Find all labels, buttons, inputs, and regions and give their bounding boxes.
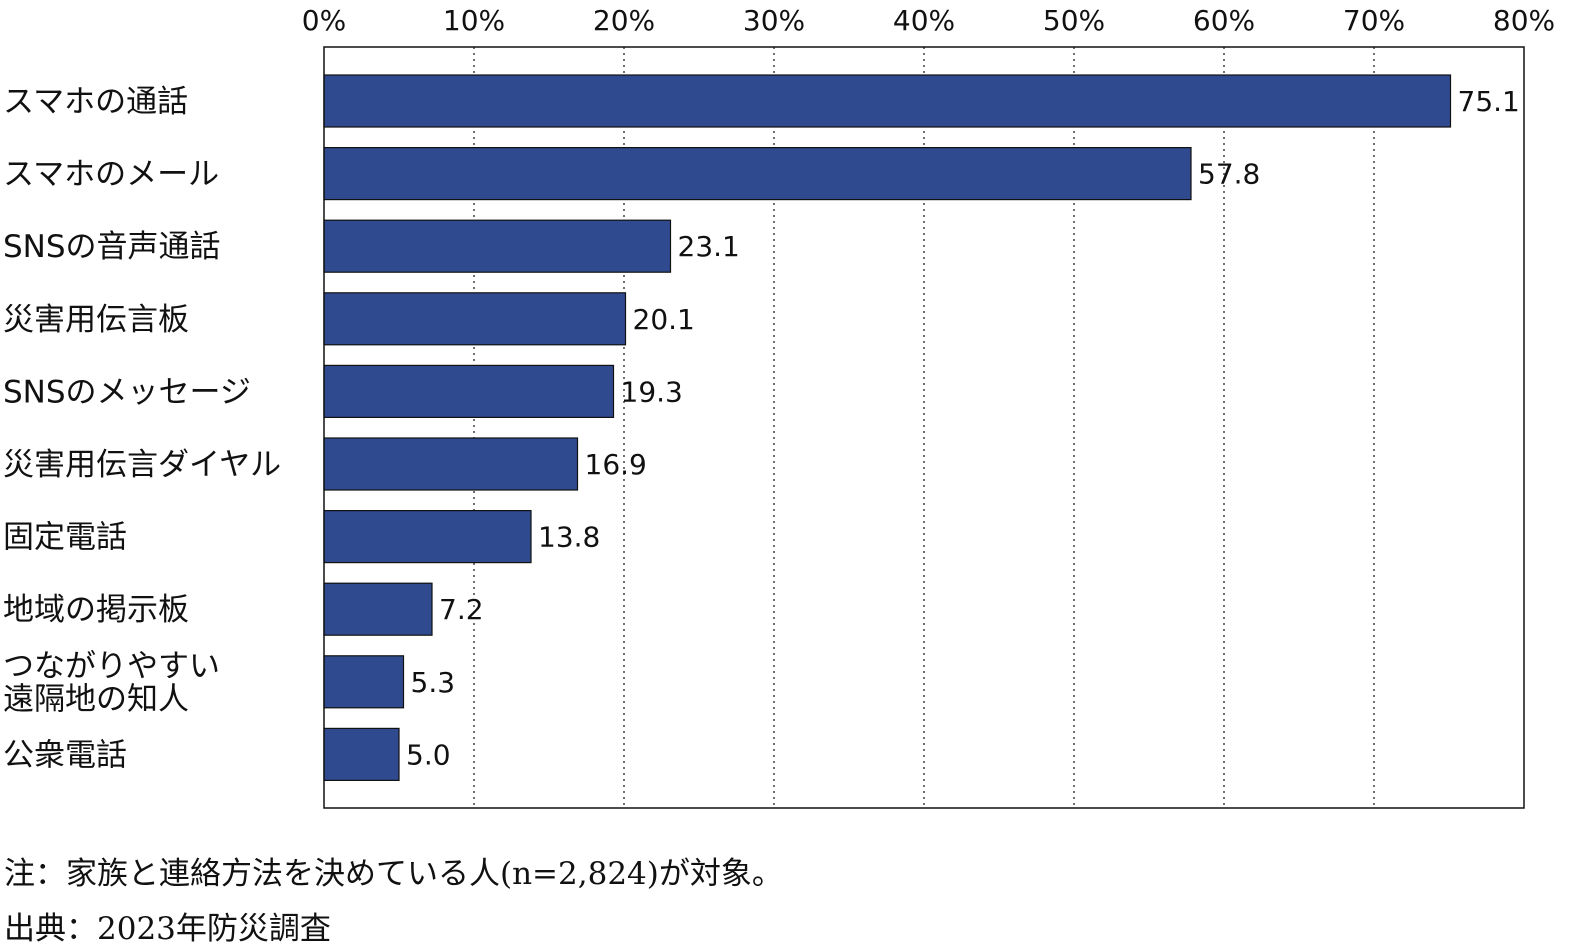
bar	[323, 147, 1192, 201]
value-label: 20.1	[633, 303, 695, 336]
value-label: 5.3	[411, 666, 456, 699]
x-tick-label: 30%	[743, 4, 805, 37]
bar	[323, 364, 615, 418]
x-tick-label: 50%	[1043, 4, 1105, 37]
category-label: 固定電話	[3, 520, 127, 556]
value-label: 7.2	[439, 593, 484, 626]
category-label: SNSの音声通話	[3, 229, 221, 265]
bar	[323, 437, 579, 491]
bar	[323, 292, 627, 346]
category-label: スマホのメール	[3, 157, 219, 193]
value-label: 5.0	[406, 738, 451, 771]
source-note: 出典：2023年防災調査	[4, 911, 331, 947]
bar	[323, 655, 405, 709]
x-tick-label: 40%	[893, 4, 955, 37]
value-labels: 75.1 57.8 23.1 20.1 19.3 16.9 13.8 7.2 5.3 5.0	[406, 85, 1520, 771]
value-label: 57.8	[1198, 158, 1260, 191]
category-label: 災害用伝言ダイヤル	[3, 447, 281, 483]
bar	[323, 74, 1452, 128]
x-tick-label: 60%	[1193, 4, 1255, 37]
x-tick-label: 20%	[593, 4, 655, 37]
category-label: 公衆電話	[3, 737, 127, 773]
x-tick-label: 0%	[302, 4, 346, 37]
category-label: 地域の掲示板	[3, 592, 189, 628]
bars	[323, 74, 1452, 782]
value-label: 13.8	[538, 521, 600, 554]
x-tick-label: 80%	[1493, 4, 1555, 37]
bar	[323, 727, 400, 782]
bar-chart: 0% 10% 20% 30% 40% 50% 60% 70% 80% スマホの通話スマホのメール…	[3, 4, 1555, 809]
bar	[323, 582, 433, 636]
plot-frame	[323, 46, 1525, 809]
x-tick-label: 10%	[443, 4, 505, 37]
category-label: つながりやすい遠隔地の知人	[3, 648, 220, 717]
footnote: 注：家族と連絡方法を決めている人(n=2,824)が対象。	[4, 856, 783, 892]
bar	[323, 510, 532, 564]
x-axis-ticks: 0% 10% 20% 30% 40% 50% 60% 70% 80%	[302, 4, 1555, 37]
bar	[323, 219, 672, 273]
value-label: 16.9	[585, 448, 647, 481]
category-label: スマホの通話	[3, 84, 188, 120]
value-label: 23.1	[678, 230, 740, 263]
category-label: 災害用伝言板	[3, 302, 189, 338]
value-label: 19.3	[621, 375, 683, 408]
value-label: 75.1	[1458, 85, 1520, 118]
x-tick-label: 70%	[1343, 4, 1405, 37]
category-label: SNSのメッセージ	[3, 374, 251, 410]
